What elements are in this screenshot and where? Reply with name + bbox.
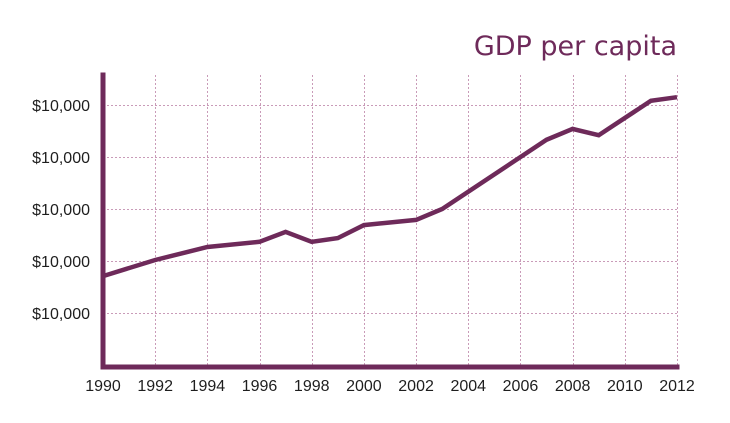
x-tick-label-2004: 2004 bbox=[450, 378, 486, 395]
x-tick-label-2002: 2002 bbox=[398, 378, 434, 395]
y-axis-tick-labels: $10,000 $10,000 $10,000 $10,000 $10,000 bbox=[32, 98, 90, 323]
y-tick-label-5: $10,000 bbox=[32, 98, 90, 115]
y-tick-label-4: $10,000 bbox=[32, 150, 90, 167]
x-axis-tick-labels: 1990 1992 1994 1996 1998 2000 2002 2004 2006 2008… bbox=[85, 378, 695, 395]
x-tick-label-1990: 1990 bbox=[85, 378, 121, 395]
x-tick-label-2010: 2010 bbox=[607, 378, 643, 395]
x-tick-label-1994: 1994 bbox=[190, 378, 226, 395]
horizontal-gridlines bbox=[103, 105, 677, 314]
x-tick-label-1992: 1992 bbox=[137, 378, 173, 395]
series-line-gdp-per-capita bbox=[102, 94, 678, 279]
x-tick-label-2012: 2012 bbox=[659, 378, 695, 395]
vertical-gridlines bbox=[155, 75, 678, 367]
x-tick-label-2008: 2008 bbox=[555, 378, 591, 395]
x-tick-label-2006: 2006 bbox=[503, 378, 539, 395]
y-tick-label-2: $10,000 bbox=[32, 254, 90, 271]
y-tick-label-1: $10,000 bbox=[32, 306, 90, 323]
y-tick-label-3: $10,000 bbox=[32, 202, 90, 219]
x-tick-label-2000: 2000 bbox=[346, 378, 382, 395]
x-tick-label-1998: 1998 bbox=[294, 378, 330, 395]
x-tick-label-1996: 1996 bbox=[242, 378, 278, 395]
chart-title: GDP per capita bbox=[474, 31, 677, 62]
